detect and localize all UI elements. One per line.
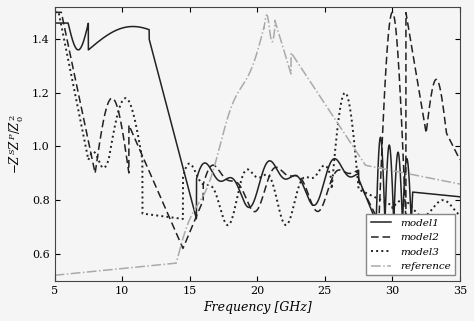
model2	[205, 170, 210, 174]
model1	[150, 52, 156, 56]
model1	[457, 195, 463, 199]
model1	[374, 220, 379, 223]
model2	[146, 168, 152, 172]
Line: model3: model3	[55, 12, 460, 225]
model3	[233, 200, 239, 204]
Line: model1: model1	[55, 23, 460, 221]
model2	[148, 173, 154, 177]
reference	[233, 94, 239, 98]
model1	[233, 181, 239, 185]
model3	[457, 213, 463, 217]
X-axis label: Frequency [GHz]: Frequency [GHz]	[203, 301, 311, 314]
model1	[52, 21, 57, 25]
model2	[457, 158, 463, 162]
model3	[225, 223, 231, 227]
Line: model2: model2	[55, 12, 460, 248]
model2	[454, 152, 460, 155]
reference	[204, 185, 210, 189]
model2	[180, 247, 186, 250]
model3	[150, 213, 156, 217]
model3	[148, 213, 154, 217]
reference	[150, 264, 156, 267]
Y-axis label: $-Z^S Z^P / Z_0^2$: $-Z^S Z^P / Z_0^2$	[7, 114, 27, 174]
model3	[454, 211, 460, 214]
model2	[233, 180, 239, 184]
model3	[146, 213, 152, 216]
model1	[204, 162, 210, 166]
Line: reference: reference	[55, 15, 460, 275]
model3	[52, 10, 57, 14]
model1	[148, 44, 154, 48]
reference	[148, 264, 154, 268]
model3	[204, 183, 210, 187]
reference	[264, 13, 270, 17]
model1	[146, 28, 152, 31]
reference	[52, 273, 57, 277]
model2	[150, 178, 156, 182]
reference	[454, 181, 460, 185]
model2	[52, 10, 57, 14]
model1	[454, 195, 460, 198]
Legend: model1, model2, model3, reference: model1, model2, model3, reference	[366, 214, 455, 275]
reference	[146, 264, 152, 268]
reference	[457, 182, 463, 186]
